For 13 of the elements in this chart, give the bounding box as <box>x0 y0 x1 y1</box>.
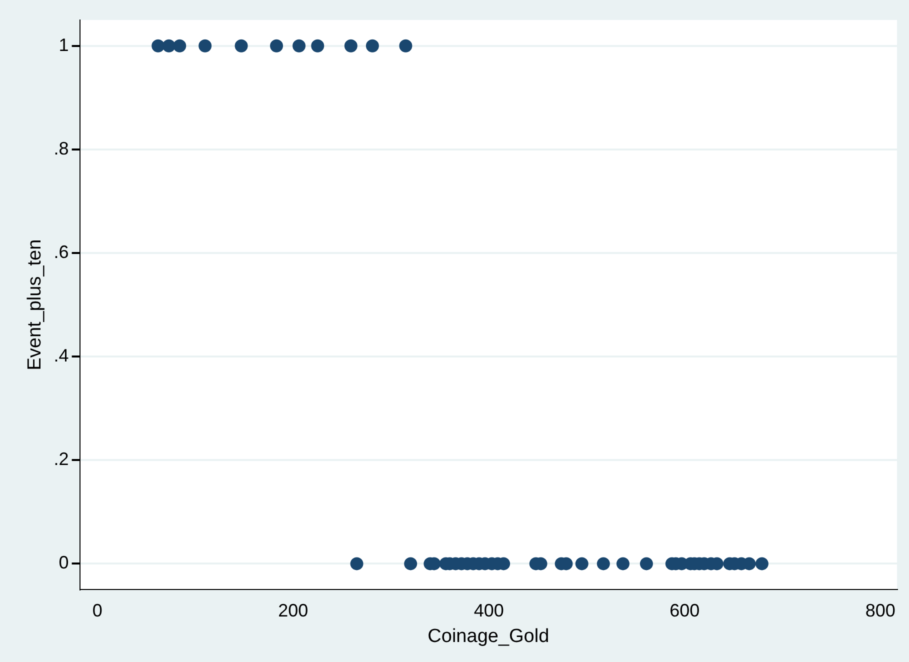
y-tick-label: .4 <box>54 346 69 366</box>
x-tick-label: 200 <box>278 600 308 620</box>
x-tick-label: 400 <box>474 600 504 620</box>
x-tick-label: 0 <box>92 600 102 620</box>
y-tick-label: 1 <box>58 34 69 55</box>
y-tick-label: .2 <box>54 449 69 470</box>
y-tick-label: 0 <box>58 552 69 573</box>
x-tick-label: 800 <box>865 600 896 620</box>
y-tick-label: .6 <box>54 242 69 262</box>
x-tick-label: 600 <box>670 600 700 620</box>
y-tick-label: .8 <box>54 138 69 158</box>
x-axis-title: Coinage_Gold <box>428 626 550 647</box>
y-axis-title: Event_plus_ten <box>24 239 46 370</box>
